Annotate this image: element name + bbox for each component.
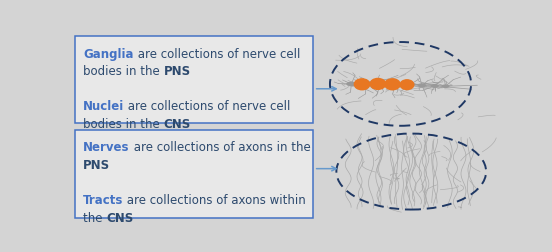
Text: Nuclei: Nuclei [83,100,124,113]
Text: CNS: CNS [163,117,191,131]
Text: are collections of axons within: are collections of axons within [124,193,306,206]
Circle shape [390,83,400,87]
FancyBboxPatch shape [76,37,313,123]
Text: PNS: PNS [83,158,110,171]
Circle shape [375,83,385,87]
Circle shape [417,84,426,88]
Text: bodies in the: bodies in the [83,117,163,131]
Circle shape [442,85,449,89]
Ellipse shape [400,80,414,90]
Text: are collections of nerve cell: are collections of nerve cell [134,48,300,61]
Ellipse shape [354,80,370,90]
Text: bodies in the: bodies in the [83,65,163,78]
Text: Tracts: Tracts [83,193,124,206]
Circle shape [405,84,414,88]
Ellipse shape [370,79,386,90]
Text: the: the [83,211,107,224]
Circle shape [431,85,439,88]
Circle shape [362,82,371,86]
Text: are collections of nerve cell: are collections of nerve cell [124,100,291,113]
Text: Nerves: Nerves [83,141,130,154]
Circle shape [346,82,357,87]
Text: are collections of axons in the: are collections of axons in the [130,141,310,154]
Text: Ganglia: Ganglia [83,48,134,61]
FancyBboxPatch shape [76,130,313,218]
Ellipse shape [385,80,400,90]
Text: CNS: CNS [107,211,134,224]
Text: PNS: PNS [163,65,191,78]
